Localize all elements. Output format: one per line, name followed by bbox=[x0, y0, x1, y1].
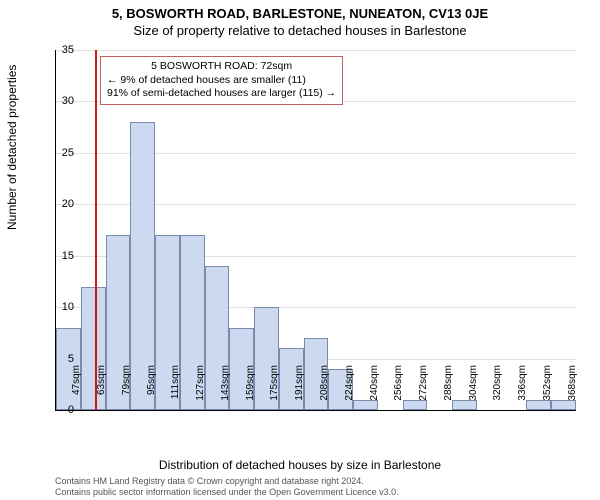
xtick-label: 224sqm bbox=[344, 365, 355, 415]
ytick-label: 30 bbox=[44, 95, 74, 107]
xtick-label: 127sqm bbox=[195, 365, 206, 415]
footnote-line1: Contains HM Land Registry data © Crown c… bbox=[55, 476, 399, 487]
xtick-label: 304sqm bbox=[468, 365, 479, 415]
address-title: 5, BOSWORTH ROAD, BARLESTONE, NUNEATON, … bbox=[0, 0, 600, 21]
xtick-label: 159sqm bbox=[245, 365, 256, 415]
xtick-label: 256sqm bbox=[393, 365, 404, 415]
xtick-label: 143sqm bbox=[220, 365, 231, 415]
x-axis-label: Distribution of detached houses by size … bbox=[0, 458, 600, 472]
annotation-line1: 5 BOSWORTH ROAD: 72sqm bbox=[107, 60, 336, 74]
footnote-line2: Contains public sector information licen… bbox=[55, 487, 399, 498]
footnote: Contains HM Land Registry data © Crown c… bbox=[55, 476, 399, 498]
xtick-label: 288sqm bbox=[443, 365, 454, 415]
ytick-label: 5 bbox=[44, 353, 74, 365]
annotation-line3: 91% of semi-detached houses are larger (… bbox=[107, 87, 336, 101]
gridline bbox=[56, 50, 576, 51]
ytick-label: 0 bbox=[44, 404, 74, 416]
chart-subtitle: Size of property relative to detached ho… bbox=[0, 21, 600, 38]
annotation-box: 5 BOSWORTH ROAD: 72sqm ← 9% of detached … bbox=[100, 56, 343, 105]
xtick-label: 79sqm bbox=[121, 365, 132, 415]
ytick-label: 15 bbox=[44, 250, 74, 262]
ytick-label: 35 bbox=[44, 44, 74, 56]
chart-area: 5 BOSWORTH ROAD: 72sqm ← 9% of detached … bbox=[55, 50, 575, 410]
xtick-label: 175sqm bbox=[269, 365, 280, 415]
y-axis-label: Number of detached properties bbox=[5, 65, 19, 230]
xtick-label: 95sqm bbox=[146, 365, 157, 415]
xtick-label: 191sqm bbox=[294, 365, 305, 415]
xtick-label: 63sqm bbox=[96, 365, 107, 415]
ytick-label: 25 bbox=[44, 147, 74, 159]
xtick-label: 111sqm bbox=[170, 365, 181, 415]
marker-line bbox=[95, 50, 97, 410]
annotation-line2: ← 9% of detached houses are smaller (11) bbox=[107, 74, 336, 88]
ytick-label: 10 bbox=[44, 301, 74, 313]
xtick-label: 352sqm bbox=[542, 365, 553, 415]
xtick-label: 240sqm bbox=[369, 365, 380, 415]
xtick-label: 320sqm bbox=[492, 365, 503, 415]
xtick-label: 208sqm bbox=[319, 365, 330, 415]
xtick-label: 336sqm bbox=[517, 365, 528, 415]
ytick-label: 20 bbox=[44, 198, 74, 210]
xtick-label: 272sqm bbox=[418, 365, 429, 415]
xtick-label: 368sqm bbox=[567, 365, 578, 415]
